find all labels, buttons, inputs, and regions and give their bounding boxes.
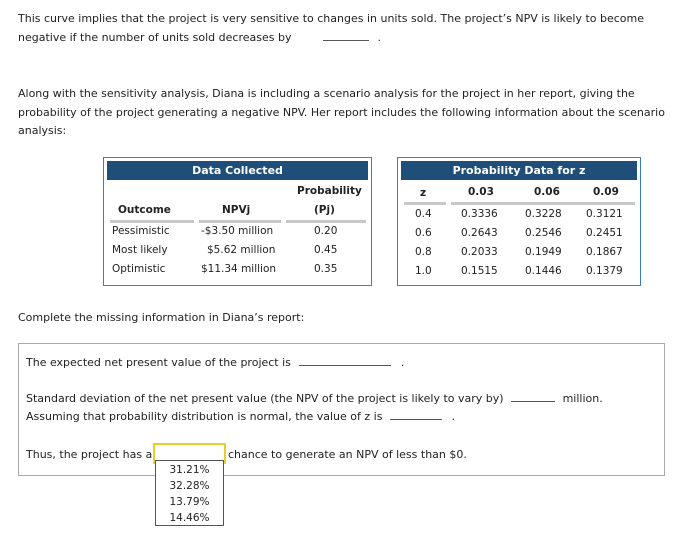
- prob-cell: 0.35: [314, 263, 338, 275]
- header-rule-outcome: [110, 220, 194, 223]
- scenario-line-3: analysis:: [18, 124, 67, 137]
- z-value-line: Assuming that probability distribution i…: [26, 409, 455, 423]
- intro-line-1: This curve implies that the project is v…: [18, 12, 645, 25]
- intro-period: .: [377, 30, 381, 44]
- prob-value-cell: 0.3228: [525, 208, 562, 220]
- answer-box: [18, 343, 665, 476]
- chance-option[interactable]: 13.79%: [169, 496, 210, 508]
- complete-prompt: Complete the missing information in Dian…: [18, 311, 305, 324]
- outcome-cell: Optimistic: [112, 263, 166, 275]
- outcome-cell: Pessimistic: [112, 225, 170, 237]
- z-value-blank[interactable]: [389, 409, 442, 420]
- prob-value-cell: 0.1867: [586, 246, 623, 258]
- prob-value-cell: 0.1515: [461, 265, 498, 277]
- prob-value-cell: 0.3336: [461, 208, 498, 220]
- npv-cell: $5.62 million: [207, 244, 276, 256]
- prob-value-cell: 0.2643: [461, 227, 498, 239]
- z-value-label: Assuming that probability distribution i…: [26, 410, 383, 423]
- z-value-period: .: [451, 410, 455, 423]
- prob-value-cell: 0.3121: [586, 208, 623, 220]
- z-cell: 0.6: [415, 227, 432, 239]
- prob-value-cell: 0.1949: [525, 246, 562, 258]
- chance-options-list: 31.21% 32.28% 13.79% 14.46%: [155, 460, 224, 526]
- data-collected-title: Data Collected: [107, 161, 368, 180]
- chance-label: Thus, the project has a: [26, 448, 153, 461]
- expected-npv-blank[interactable]: [299, 355, 392, 366]
- z-cell: 0.8: [415, 246, 432, 258]
- scenario-line-1: Along with the sensitivity analysis, Dia…: [18, 87, 635, 100]
- col-header: 0.09: [593, 186, 619, 198]
- stddev-blank[interactable]: [511, 391, 556, 402]
- outcome-header: Outcome: [118, 204, 171, 216]
- stddev-label: Standard deviation of the net present va…: [26, 392, 504, 405]
- probability-header: Probability: [297, 185, 362, 197]
- data-collected-table: Data Collected Probability Outcome NPVj …: [103, 157, 372, 286]
- intro-line-2-text: negative if the number of units sold dec…: [18, 30, 292, 44]
- chance-option[interactable]: 31.21%: [169, 464, 210, 476]
- probability-data-title: Probability Data for z: [401, 161, 637, 180]
- z-cell: 0.4: [415, 208, 432, 220]
- probability-data-table: Probability Data for z z 0.03 0.06 0.09 …: [397, 157, 641, 286]
- z-header: z: [420, 187, 427, 199]
- npv-cell: -$3.50 million: [201, 225, 274, 237]
- chance-suffix: chance to generate an NPV of less than $…: [228, 448, 467, 461]
- z-cell: 1.0: [415, 265, 432, 277]
- expected-npv-period: .: [400, 356, 405, 369]
- prob-value-cell: 0.2546: [525, 227, 562, 239]
- intro-line-2: negative if the number of units sold dec…: [18, 29, 678, 48]
- expected-npv-label: The expected net present value of the pr…: [26, 356, 291, 369]
- expected-npv-line: The expected net present value of the pr…: [26, 355, 404, 369]
- prob-cell: 0.20: [314, 225, 338, 237]
- col-header: 0.06: [534, 186, 560, 198]
- prob-cell: 0.45: [314, 244, 338, 256]
- scenario-paragraph: Along with the sensitivity analysis, Dia…: [18, 85, 678, 141]
- npv-header: NPVj: [222, 204, 251, 216]
- prob-pj-header: (Pj): [314, 204, 335, 216]
- chance-option[interactable]: 32.28%: [169, 480, 210, 492]
- intro-paragraph: This curve implies that the project is v…: [18, 10, 678, 47]
- col-header: 0.03: [468, 186, 494, 198]
- prob-value-cell: 0.2451: [586, 227, 623, 239]
- prob-value-cell: 0.2033: [461, 246, 498, 258]
- header-rule-prob: [286, 220, 366, 223]
- outcome-cell: Most likely: [112, 244, 168, 256]
- stddev-line: Standard deviation of the net present va…: [26, 391, 603, 405]
- prob-value-cell: 0.1446: [525, 265, 562, 277]
- scenario-line-2: probability of the project generating a …: [18, 105, 665, 119]
- units-decrease-blank[interactable]: [322, 30, 369, 41]
- header-rule-z: [404, 202, 446, 205]
- header-rule-values: [451, 202, 635, 205]
- stddev-unit: million.: [562, 392, 603, 405]
- chance-option[interactable]: 14.46%: [169, 512, 210, 524]
- npv-cell: $11.34 million: [201, 263, 277, 275]
- header-rule-npv: [199, 220, 281, 223]
- prob-value-cell: 0.1379: [586, 265, 623, 277]
